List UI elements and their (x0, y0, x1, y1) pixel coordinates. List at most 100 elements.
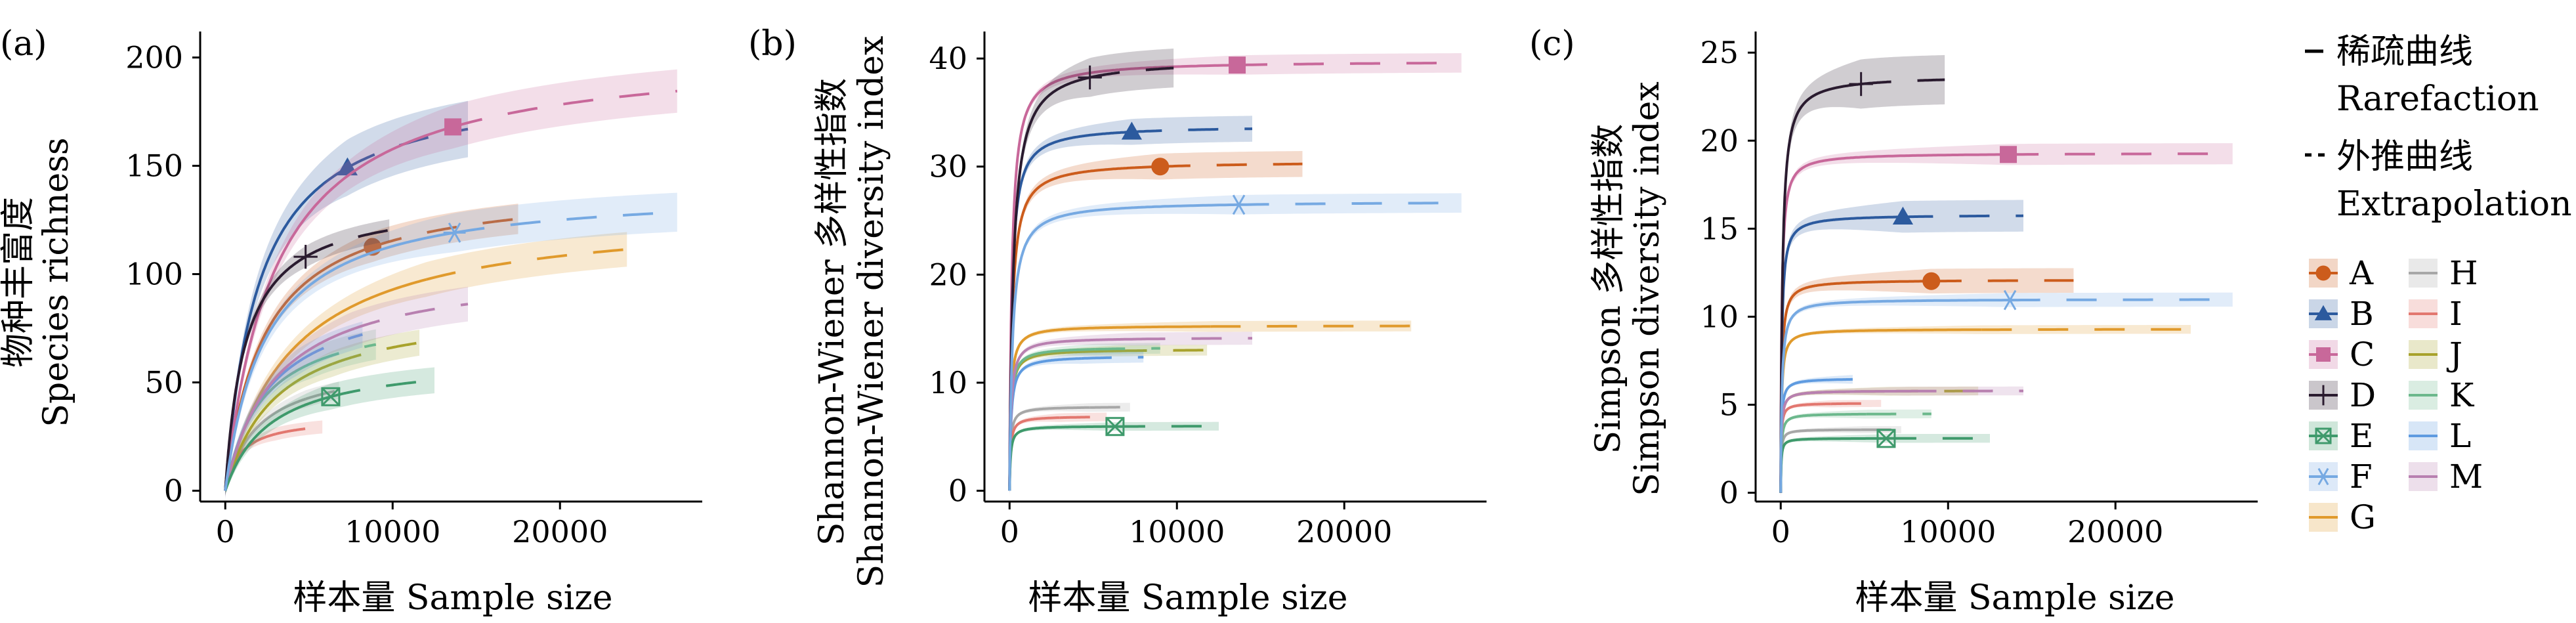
y-tick-label: 10 (929, 365, 967, 400)
series-E-0 (224, 367, 435, 495)
legend-item-A: A (2309, 254, 2374, 292)
legend-item-D: D (2309, 376, 2376, 414)
series-C-extrapolation (452, 89, 677, 129)
series-F-rarefaction (224, 231, 455, 491)
x-tick-label: 10000 (1129, 514, 1225, 549)
series-E-marker-d2 (1876, 429, 1895, 448)
series-B-rarefaction (1779, 215, 1903, 493)
legend-item-I: I (2409, 295, 2462, 333)
y-tick-label: 20 (1700, 123, 1739, 158)
plot-area-c: 0 10000 20000 0 5 10 15 20 25 (1700, 32, 2258, 549)
series-G-extrapolation (425, 247, 627, 281)
series-layer-1 (1008, 48, 1462, 497)
legend-label-D: D (2350, 376, 2376, 414)
series-D-extrapolation (305, 228, 390, 258)
y-tick-label: 5 (1720, 387, 1739, 423)
series-E-band (1009, 421, 1219, 492)
series-D-marker (293, 244, 318, 269)
series-G-rarefaction (1779, 328, 1982, 493)
x-tick-label: 10000 (345, 514, 440, 549)
series-B-2 (1779, 200, 2024, 498)
series-E-extrapolation (330, 379, 435, 398)
legend-marker-F (2313, 467, 2333, 486)
legend-label-K: K (2449, 376, 2475, 414)
series-D-marker (1078, 65, 1102, 90)
series-F-marker-arm2 (1232, 194, 1246, 215)
series-E-band (1781, 433, 1990, 494)
y-tick-label: 15 (1700, 211, 1739, 246)
series-B-extrapolation (1903, 214, 2024, 219)
legend-label-L: L (2449, 417, 2471, 455)
y-tick-label: 20 (929, 257, 967, 292)
series-E-marker-d2 (1105, 417, 1124, 436)
series-F-marker (1227, 194, 1250, 215)
panel-b-ylabel-en: Shannon-Wiener diversity index (852, 36, 891, 588)
series-C-2 (1779, 143, 2233, 496)
series-A-band (1781, 268, 2074, 497)
panel-b-label: (b) (748, 24, 797, 64)
series-M-extrapolation (350, 303, 469, 332)
series-H-extrapolation (1089, 406, 1130, 409)
y-tick-label: 25 (1700, 35, 1739, 70)
series-F-marker-arm2 (448, 223, 461, 243)
series-A-band (225, 204, 518, 496)
series-A-extrapolation (1931, 279, 2074, 283)
series-D-rarefaction (1779, 83, 1861, 493)
series-C-rarefaction (1779, 153, 2009, 493)
panel-a-label: (a) (0, 24, 47, 64)
series-J-extrapolation (331, 341, 420, 366)
y-tick-label: 50 (144, 365, 183, 400)
series-E-band (225, 367, 434, 495)
panel-c-label: (c) (1529, 24, 1575, 64)
series-B-marker (1121, 121, 1142, 140)
x-tick-label: 0 (1000, 514, 1019, 549)
series-B-extrapolation (1131, 127, 1253, 133)
panel-a: (a) 物种丰富度 Species richness 样本量 Sample si… (0, 24, 702, 618)
legend-label-E: E (2350, 417, 2374, 455)
panel-b: (b) Shannon-Wiener 多样性指数 Shannon-Wiener … (748, 24, 1487, 618)
series-D-band (225, 219, 390, 494)
legend: 稀疏曲线 Rarefaction 外推曲线 Extrapolation ABCD… (2305, 32, 2572, 536)
series-layer-2 (1779, 54, 2233, 500)
series-A-band (1009, 151, 1303, 495)
series-A-rarefaction (1779, 280, 1932, 493)
panel-c-xlabel: 样本量 Sample size (1855, 578, 2174, 618)
series-G-band (1781, 325, 2191, 494)
x-tick-label: 10000 (1900, 514, 1996, 549)
series-M-0 (224, 286, 469, 496)
series-J-extrapolation (1116, 349, 1208, 353)
series-I-band (1009, 412, 1107, 492)
legend-item-M: M (2409, 458, 2483, 496)
series-M-extrapolation (1135, 337, 1252, 341)
legend-marker-A (2315, 265, 2331, 281)
panel-c-ylabel-zh: Simpson 多样性指数 (1589, 124, 1628, 454)
series-E-marker-box (1105, 417, 1125, 437)
panel-a-ylabel-en: Species richness (37, 137, 76, 427)
x-tick-label: 0 (1771, 514, 1790, 549)
series-F-extrapolation (1238, 202, 1462, 206)
legend-marker-E-box (2315, 427, 2332, 444)
series-K-extrapolation (310, 343, 377, 365)
x-tick-label: 20000 (2067, 514, 2163, 549)
series-C-band (225, 69, 677, 498)
series-E-1 (1008, 417, 1219, 492)
legend-item-B: B (2309, 295, 2374, 333)
series-F-rarefaction (1779, 299, 2010, 493)
series-F-0 (224, 192, 677, 497)
series-C-band (1781, 143, 2233, 496)
y-tick-label: 10 (1700, 299, 1739, 334)
series-M-rarefaction (224, 328, 352, 492)
series-A-marker (1922, 272, 1941, 290)
legend-item-J: J (2409, 335, 2462, 374)
legend-rarefaction-en: Rarefaction (2336, 79, 2539, 119)
legend-item-K: K (2409, 376, 2475, 414)
series-E-marker-box (1876, 429, 1896, 448)
y-tick-label: 150 (125, 148, 183, 184)
series-D-rarefaction (224, 255, 306, 491)
legend-item-C: C (2309, 335, 2375, 374)
series-D-1 (1008, 48, 1174, 497)
series-E-rarefaction (1779, 437, 1886, 493)
series-A-extrapolation (1160, 162, 1303, 168)
series-E-rarefaction (224, 395, 331, 492)
